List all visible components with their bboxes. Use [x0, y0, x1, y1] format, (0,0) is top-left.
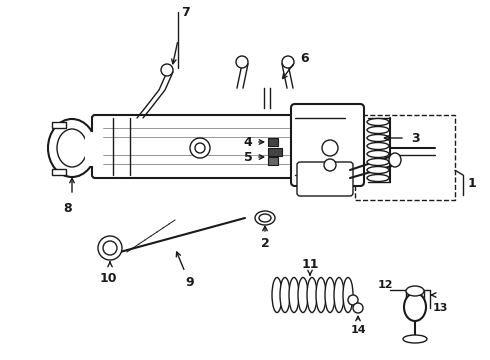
Ellipse shape — [367, 118, 389, 126]
Circle shape — [322, 140, 338, 156]
Text: 7: 7 — [181, 5, 189, 18]
Text: 3: 3 — [411, 131, 419, 144]
Bar — [268, 148, 282, 156]
Ellipse shape — [255, 211, 275, 225]
Ellipse shape — [404, 293, 426, 321]
Text: 13: 13 — [432, 303, 448, 313]
Circle shape — [103, 241, 117, 255]
Text: 8: 8 — [64, 202, 73, 215]
Bar — [85, 132, 97, 166]
Text: 2: 2 — [261, 237, 270, 249]
Ellipse shape — [367, 126, 389, 134]
Ellipse shape — [298, 278, 308, 312]
Text: 12: 12 — [377, 280, 393, 290]
Text: 6: 6 — [301, 51, 309, 64]
Ellipse shape — [367, 175, 389, 181]
Ellipse shape — [334, 278, 344, 312]
Circle shape — [348, 295, 358, 305]
Ellipse shape — [367, 135, 389, 141]
Text: 10: 10 — [99, 271, 117, 284]
FancyBboxPatch shape — [297, 162, 353, 196]
FancyBboxPatch shape — [92, 115, 348, 178]
Circle shape — [190, 138, 210, 158]
Ellipse shape — [343, 278, 353, 312]
Ellipse shape — [325, 278, 335, 312]
Ellipse shape — [272, 278, 282, 312]
Circle shape — [324, 159, 336, 171]
Circle shape — [161, 64, 173, 76]
Text: 14: 14 — [350, 325, 366, 335]
Bar — [268, 157, 278, 165]
FancyBboxPatch shape — [291, 104, 364, 186]
Circle shape — [98, 236, 122, 260]
Ellipse shape — [316, 278, 326, 312]
Text: 9: 9 — [186, 275, 195, 288]
Ellipse shape — [367, 166, 389, 174]
Ellipse shape — [48, 119, 96, 177]
Bar — [355, 115, 455, 200]
Ellipse shape — [280, 278, 290, 312]
Ellipse shape — [259, 214, 271, 222]
Bar — [52, 169, 66, 175]
Text: 1: 1 — [467, 176, 476, 189]
Text: 5: 5 — [244, 150, 252, 163]
Ellipse shape — [389, 153, 401, 167]
Bar — [268, 138, 278, 146]
Circle shape — [195, 143, 205, 153]
Ellipse shape — [307, 278, 317, 312]
Circle shape — [353, 303, 363, 313]
Circle shape — [282, 56, 294, 68]
Ellipse shape — [367, 158, 389, 166]
Text: 4: 4 — [244, 135, 252, 149]
Ellipse shape — [403, 335, 427, 343]
Circle shape — [236, 56, 248, 68]
Ellipse shape — [367, 150, 389, 158]
Ellipse shape — [367, 143, 389, 149]
Bar — [52, 122, 66, 128]
Ellipse shape — [57, 129, 87, 167]
Text: 11: 11 — [301, 258, 319, 271]
Ellipse shape — [406, 286, 424, 296]
Ellipse shape — [289, 278, 299, 312]
